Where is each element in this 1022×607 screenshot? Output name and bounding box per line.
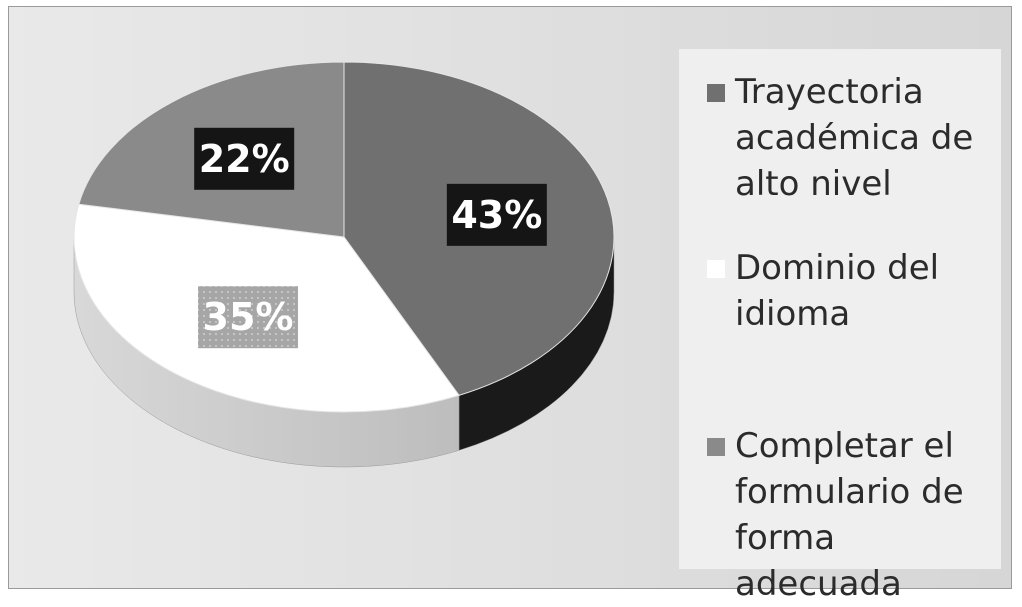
legend-label: Dominio del idioma: [735, 248, 940, 334]
data-label-completar: 22%: [199, 137, 290, 181]
data-label-box-completar: [194, 127, 295, 190]
legend-item-trayectoria: Trayectoria académica de alto nivel: [707, 69, 1001, 207]
legend-item-completar: Completar el formulario de forma adecuad…: [707, 423, 1001, 607]
legend: Trayectoria académica de alto nivel Domi…: [679, 49, 1001, 604]
data-label-trayectoria: 43%: [451, 193, 542, 237]
pie-chart: 43% 35% 22%: [73, 61, 615, 468]
legend-label: Trayectoria académica de alto nivel: [735, 72, 974, 204]
legend-item-dominio: Dominio del idioma: [707, 245, 1001, 337]
legend-label: Completar el formulario de forma adecuad…: [735, 426, 964, 604]
legend-swatch: [707, 260, 725, 278]
pie-data-labels: 43% 35% 22%: [194, 127, 547, 349]
data-label-box-dominio: [198, 286, 299, 349]
data-label-dominio: 35%: [203, 295, 294, 339]
data-label-box-trayectoria: [446, 183, 547, 246]
legend-swatch: [707, 84, 725, 102]
chart-area: 43% 35% 22% Trayectoria académica de alto …: [8, 6, 1012, 604]
legend-swatch: [707, 438, 725, 456]
